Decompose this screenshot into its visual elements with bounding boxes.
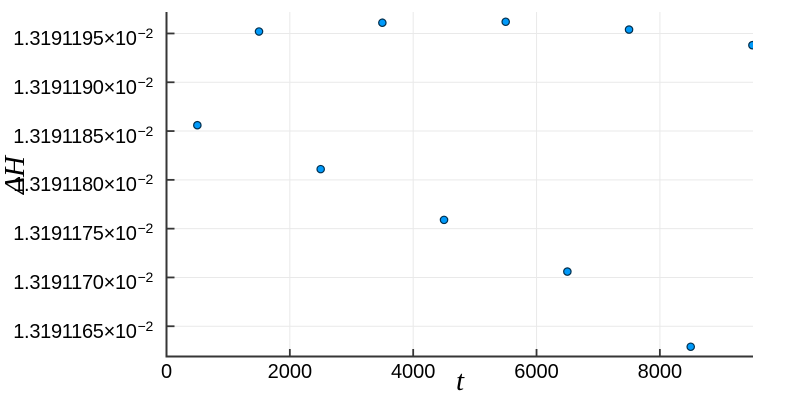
- x-tick-label: 2000: [267, 361, 313, 383]
- data-point: [686, 342, 696, 352]
- y-tick-label: 1.3191165×10−2: [13, 317, 153, 343]
- y-tick-label: 1.3191175×10−2: [13, 220, 153, 246]
- y-axis-label: ΔH: [0, 156, 31, 194]
- data-point: [316, 164, 325, 174]
- x-axis-label: t: [455, 365, 465, 397]
- x-tick-label: 0: [160, 361, 173, 383]
- x-tick-label: 4000: [390, 361, 436, 383]
- data-series: [193, 17, 753, 352]
- x-tick-label: 8000: [637, 361, 683, 383]
- y-tick-label: 1.3191170×10−2: [13, 268, 153, 294]
- data-point: [378, 18, 387, 28]
- data-point: [563, 267, 572, 276]
- data-point: [501, 17, 510, 27]
- y-tick-label: 1.3191190×10−2: [13, 73, 153, 99]
- data-point: [254, 27, 264, 36]
- data-point: [439, 215, 449, 225]
- y-tick-label: 1.3191195×10−2: [13, 24, 153, 50]
- x-tick-label: 6000: [514, 361, 559, 383]
- y-tick-label: 1.3191180×10−2: [13, 171, 153, 197]
- y-tick-label: 1.3191185×10−2: [13, 122, 153, 148]
- data-point: [624, 25, 634, 34]
- data-point: [748, 40, 753, 50]
- data-point: [193, 120, 202, 130]
